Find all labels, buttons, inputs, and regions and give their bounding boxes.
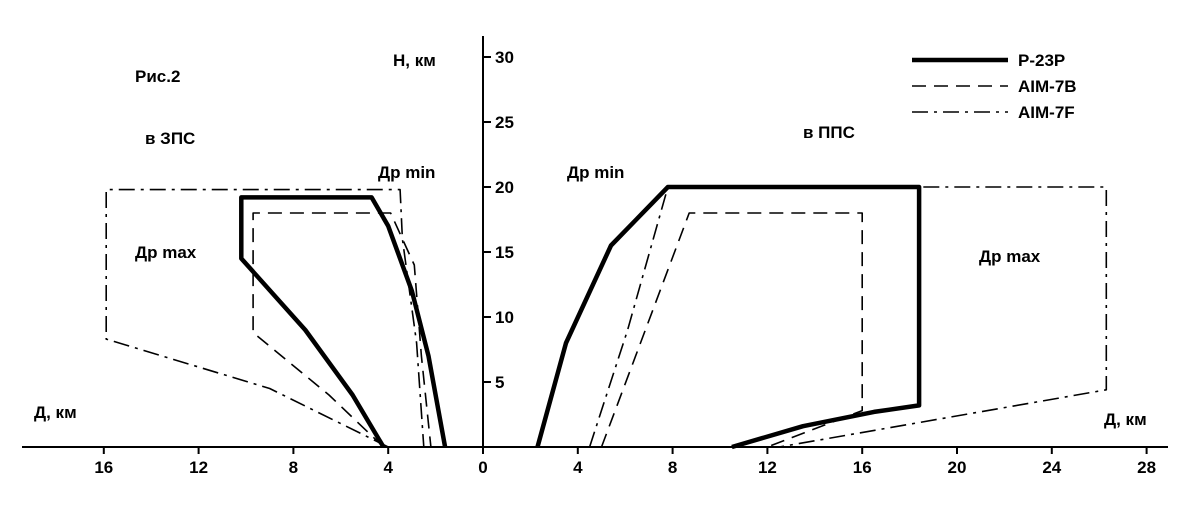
x-tick-label: 24 [1042, 458, 1061, 477]
series-layer [105, 184, 1108, 450]
series-line-р-23р-rear-hemisphere [239, 195, 448, 449]
ticks: 16 12 8 4 0 4 8 12 16 20 24 28 5 10 15 20 25 30 [94, 48, 1156, 477]
dr-max-left-label: Др max [135, 243, 197, 262]
dr-min-right-label: Др min [567, 163, 624, 182]
legend-label: AIM-7F [1018, 103, 1075, 122]
x-tick-label: 16 [94, 458, 113, 477]
x-tick-label: 12 [758, 458, 777, 477]
y-axis-label: Н, км [393, 51, 436, 70]
series-line-aim-7f-rear-hemisphere [105, 188, 425, 448]
series-line-р-23р-front-hemisphere [535, 184, 922, 450]
series-line-aim-7f-front-hemisphere [588, 186, 1108, 448]
dr-min-left-label: Др min [378, 163, 435, 182]
rear-hemisphere-label: в ЗПС [145, 129, 195, 148]
x-tick-label: 8 [289, 458, 298, 477]
series-line-aim-7b-rear-hemisphere [252, 212, 432, 448]
y-tick-label: 10 [495, 308, 514, 327]
x-tick-label: 16 [853, 458, 872, 477]
y-tick-label: 20 [495, 178, 514, 197]
x-tick-label: 0 [478, 458, 487, 477]
front-hemisphere-label: в ППС [803, 123, 855, 142]
x-tick-label: 4 [573, 458, 583, 477]
y-tick-label: 30 [495, 48, 514, 67]
legend-label: AIM-7B [1018, 77, 1077, 96]
legend: Р-23Р AIM-7B AIM-7F [912, 51, 1077, 122]
x-tick-label: 28 [1137, 458, 1156, 477]
y-tick-label: 25 [495, 113, 514, 132]
x-tick-label: 20 [948, 458, 967, 477]
axes [22, 36, 1168, 448]
x-tick-label: 8 [668, 458, 677, 477]
x-axis-label: Д, км [1104, 410, 1147, 429]
legend-label: Р-23Р [1018, 51, 1065, 70]
y-tick-label: 5 [495, 373, 504, 392]
y-tick-label: 15 [495, 243, 514, 262]
x-tick-label: 4 [383, 458, 393, 477]
dr-max-right-label: Др max [979, 247, 1041, 266]
x-axis-label-left: Д, км [34, 403, 77, 422]
series-line-aim-7b-front-hemisphere [600, 212, 863, 448]
x-tick-label: 12 [189, 458, 208, 477]
figure-label: Рис.2 [135, 67, 180, 86]
